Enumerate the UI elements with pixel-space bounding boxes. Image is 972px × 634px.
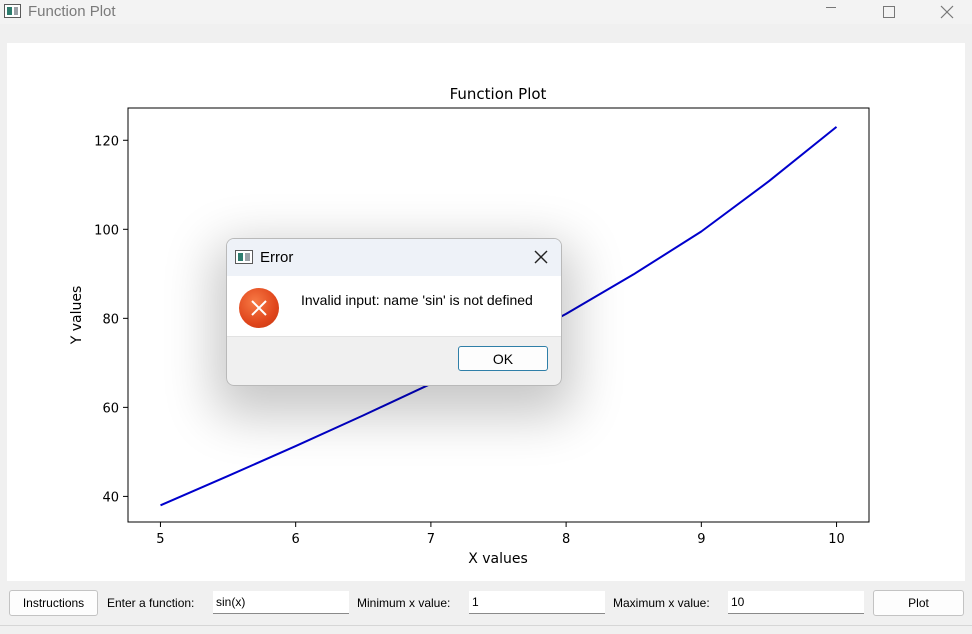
chart-title: Function Plot xyxy=(450,85,547,103)
y-tick-label: 80 xyxy=(102,312,119,327)
min-x-label: Minimum x value: xyxy=(357,596,451,610)
max-x-input[interactable] xyxy=(728,591,864,614)
dialog-header: Error xyxy=(227,239,561,276)
y-tick-label: 60 xyxy=(102,401,119,416)
controls-bar: Instructions Enter a function: Minimum x… xyxy=(0,586,972,622)
x-tick-label: 10 xyxy=(828,532,845,547)
max-x-label: Maximum x value: xyxy=(613,596,710,610)
close-window-button[interactable] xyxy=(924,0,970,24)
window-title: Function Plot xyxy=(28,3,116,20)
error-message: Invalid input: name 'sin' is not defined xyxy=(301,292,533,308)
error-icon xyxy=(239,288,279,328)
error-dialog: Error Invalid input: name 'sin' is not d… xyxy=(226,238,562,386)
close-icon xyxy=(940,5,954,19)
y-tick-label: 120 xyxy=(94,134,119,149)
x-axis-label: X values xyxy=(468,551,528,567)
plot-frame xyxy=(127,107,870,523)
maximize-icon xyxy=(883,6,895,18)
min-x-input[interactable] xyxy=(469,591,605,614)
error-x-glyph xyxy=(251,300,267,316)
function-chart: Function Plot 5 6 7 8 9 10 40 60 80 100 120 X val… xyxy=(69,85,870,567)
title-bar: Function Plot xyxy=(0,0,972,24)
app-icon xyxy=(4,4,21,18)
plot-button[interactable]: Plot xyxy=(873,590,964,616)
x-tick-label: 8 xyxy=(562,532,570,547)
dialog-app-icon xyxy=(235,250,253,264)
dialog-close-button[interactable] xyxy=(527,245,555,269)
close-icon xyxy=(534,250,548,264)
bottom-edge xyxy=(0,625,972,634)
x-tick-label: 7 xyxy=(427,532,435,547)
minimize-icon xyxy=(826,6,836,8)
y-tick-label: 40 xyxy=(102,490,119,505)
dialog-title: Error xyxy=(260,249,294,266)
ok-button[interactable]: OK xyxy=(458,346,548,371)
maximize-button[interactable] xyxy=(866,0,912,24)
function-label: Enter a function: xyxy=(107,596,195,610)
x-tick-label: 9 xyxy=(697,532,705,547)
x-tick-label: 6 xyxy=(292,532,300,547)
y-axis-label: Y values xyxy=(69,286,85,346)
x-tick-label: 5 xyxy=(156,532,164,547)
dialog-body: Invalid input: name 'sin' is not defined xyxy=(227,276,561,337)
instructions-button[interactable]: Instructions xyxy=(9,590,98,616)
minimize-button[interactable] xyxy=(808,0,854,24)
function-input[interactable] xyxy=(213,591,349,614)
y-tick-label: 100 xyxy=(94,223,119,238)
